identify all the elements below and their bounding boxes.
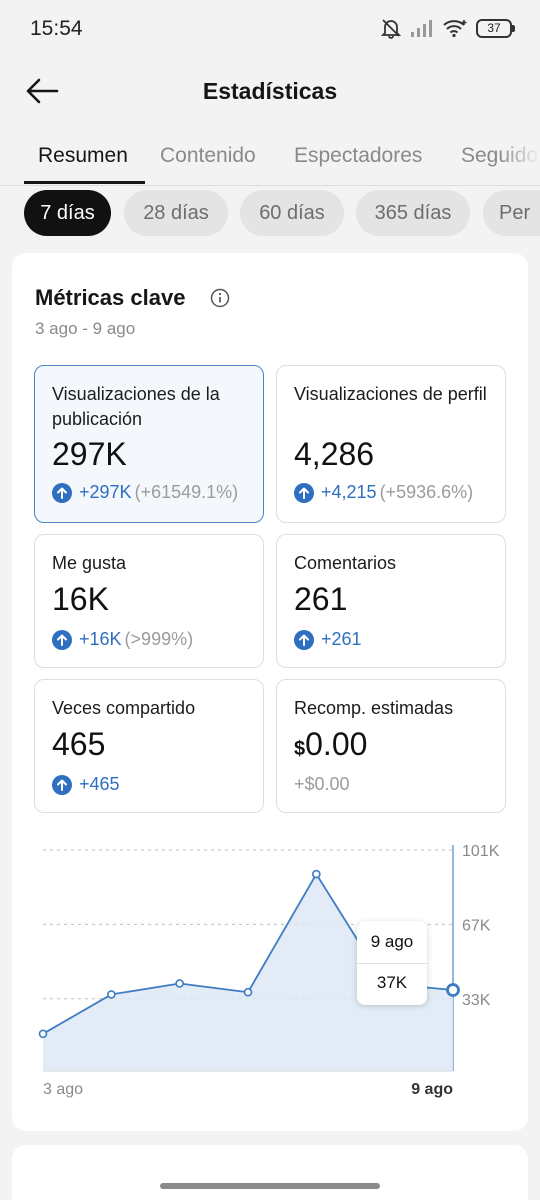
- metric-change-percent: (+61549.1%): [134, 482, 239, 502]
- metric-change: +465: [52, 774, 120, 795]
- active-tab-indicator: [24, 181, 145, 184]
- metric-change-value: +4,215: [321, 482, 377, 502]
- metric-card-profile-views[interactable]: Visualizaciones de perfil 4,286 +4,215 (…: [276, 365, 506, 523]
- tooltip-divider: [357, 963, 427, 964]
- tab-espectadores[interactable]: Espectadores: [294, 144, 423, 167]
- data-point: [175, 979, 184, 988]
- signal-icon: [411, 20, 432, 37]
- card-title: Métricas clave: [35, 285, 186, 310]
- metric-label: Me gusta: [52, 553, 127, 573]
- back-button[interactable]: [22, 74, 62, 108]
- wifi-icon: [443, 20, 467, 38]
- metric-change: +$0.00: [294, 774, 350, 795]
- metric-change-value: +16K: [79, 629, 122, 649]
- metric-change-percent: (>999%): [124, 629, 194, 649]
- y-tick-label: 67K: [462, 917, 491, 934]
- metric-change-value: +$0.00: [294, 774, 350, 794]
- header: Estadísticas: [0, 58, 540, 128]
- metric-change-value: +465: [79, 774, 120, 794]
- mute-icon: [380, 19, 402, 39]
- metric-change: +261: [294, 629, 362, 650]
- secondary-card: [12, 1145, 528, 1200]
- data-point: [107, 990, 116, 999]
- tab-contenido[interactable]: Contenido: [160, 144, 256, 167]
- tooltip-date: 9 ago: [370, 932, 414, 951]
- arrow-up-circle-icon: [294, 629, 314, 650]
- metric-value: $0.00: [294, 726, 367, 763]
- metric-change-percent: (+5936.6%): [379, 482, 474, 502]
- y-tick-label: 33K: [462, 992, 491, 1009]
- page-title: Estadísticas: [202, 78, 338, 104]
- metric-value: 16K: [52, 581, 109, 617]
- metric-value: 297K: [52, 436, 127, 472]
- metric-label: Veces compartido: [52, 698, 196, 718]
- x-tick-label-start: 3 ago: [43, 1081, 83, 1098]
- arrow-up-circle-icon: [52, 482, 72, 503]
- battery-icon: 37: [476, 18, 515, 38]
- home-indicator: [160, 1183, 380, 1189]
- tab-bar: Resumen Contenido Espectadores Seguidore…: [0, 132, 540, 186]
- date-range: 3 ago - 9 ago: [35, 319, 136, 338]
- tooltip-value: 37K: [376, 973, 408, 992]
- data-point: [446, 983, 460, 997]
- status-icons: 37: [380, 17, 515, 39]
- x-tick-label-end: 9 ago: [411, 1081, 453, 1098]
- status-bar: 15:54 37: [0, 0, 540, 58]
- metric-value-amount: 0.00: [305, 726, 368, 762]
- range-28-days[interactable]: 28 días: [124, 190, 228, 236]
- range-period[interactable]: Per: [483, 190, 540, 236]
- metric-label: Recomp. estimadas: [294, 698, 454, 718]
- metric-label: Visualizaciones de la publicación: [52, 384, 220, 429]
- metric-value: 465: [52, 726, 106, 762]
- metric-label: Comentarios: [294, 553, 397, 573]
- metric-card-post-views[interactable]: Visualizaciones de la publicación 297K +…: [34, 365, 264, 523]
- metric-change-value: +297K: [79, 482, 132, 502]
- data-point: [312, 869, 321, 879]
- data-point: [243, 987, 253, 997]
- metric-label: Visualizaciones de perfil: [294, 384, 487, 404]
- metric-value: 4,286: [294, 436, 375, 472]
- arrow-up-circle-icon: [52, 629, 72, 650]
- data-point: [38, 1029, 48, 1039]
- key-metrics-card: Métricas clave 3 ago - 9 ago Visualizaci…: [12, 253, 528, 1131]
- arrow-up-circle-icon: [294, 482, 314, 503]
- range-365-days[interactable]: 365 días: [356, 190, 470, 236]
- tabs-fade: [500, 132, 540, 185]
- info-icon[interactable]: [210, 288, 230, 308]
- status-time: 15:54: [30, 17, 83, 40]
- metric-value: 261: [294, 581, 348, 617]
- range-selector: 7 días 28 días 60 días 365 días Per: [0, 190, 540, 238]
- metric-card-estimated-rewards[interactable]: Recomp. estimadas $0.00 +$0.00: [276, 679, 506, 813]
- y-tick-label: 101K: [462, 843, 500, 860]
- metric-card-comments[interactable]: Comentarios 261 +261: [276, 534, 506, 668]
- metric-change: +16K (>999%): [52, 629, 193, 650]
- arrow-left-icon: [26, 78, 59, 104]
- range-7-days[interactable]: 7 días: [24, 190, 111, 236]
- metric-change: +297K (+61549.1%): [52, 482, 238, 503]
- range-60-days[interactable]: 60 días: [240, 190, 344, 236]
- arrow-up-circle-icon: [52, 774, 72, 795]
- metric-card-shares[interactable]: Veces compartido 465 +465: [34, 679, 264, 813]
- chart-tooltip: 9 ago 37K: [357, 921, 427, 1005]
- metric-change-value: +261: [321, 629, 362, 649]
- metric-card-likes[interactable]: Me gusta 16K +16K (>999%): [34, 534, 264, 668]
- metric-change: +4,215 (+5936.6%): [294, 482, 473, 503]
- currency-symbol: $: [294, 738, 306, 760]
- tab-resumen[interactable]: Resumen: [38, 144, 128, 167]
